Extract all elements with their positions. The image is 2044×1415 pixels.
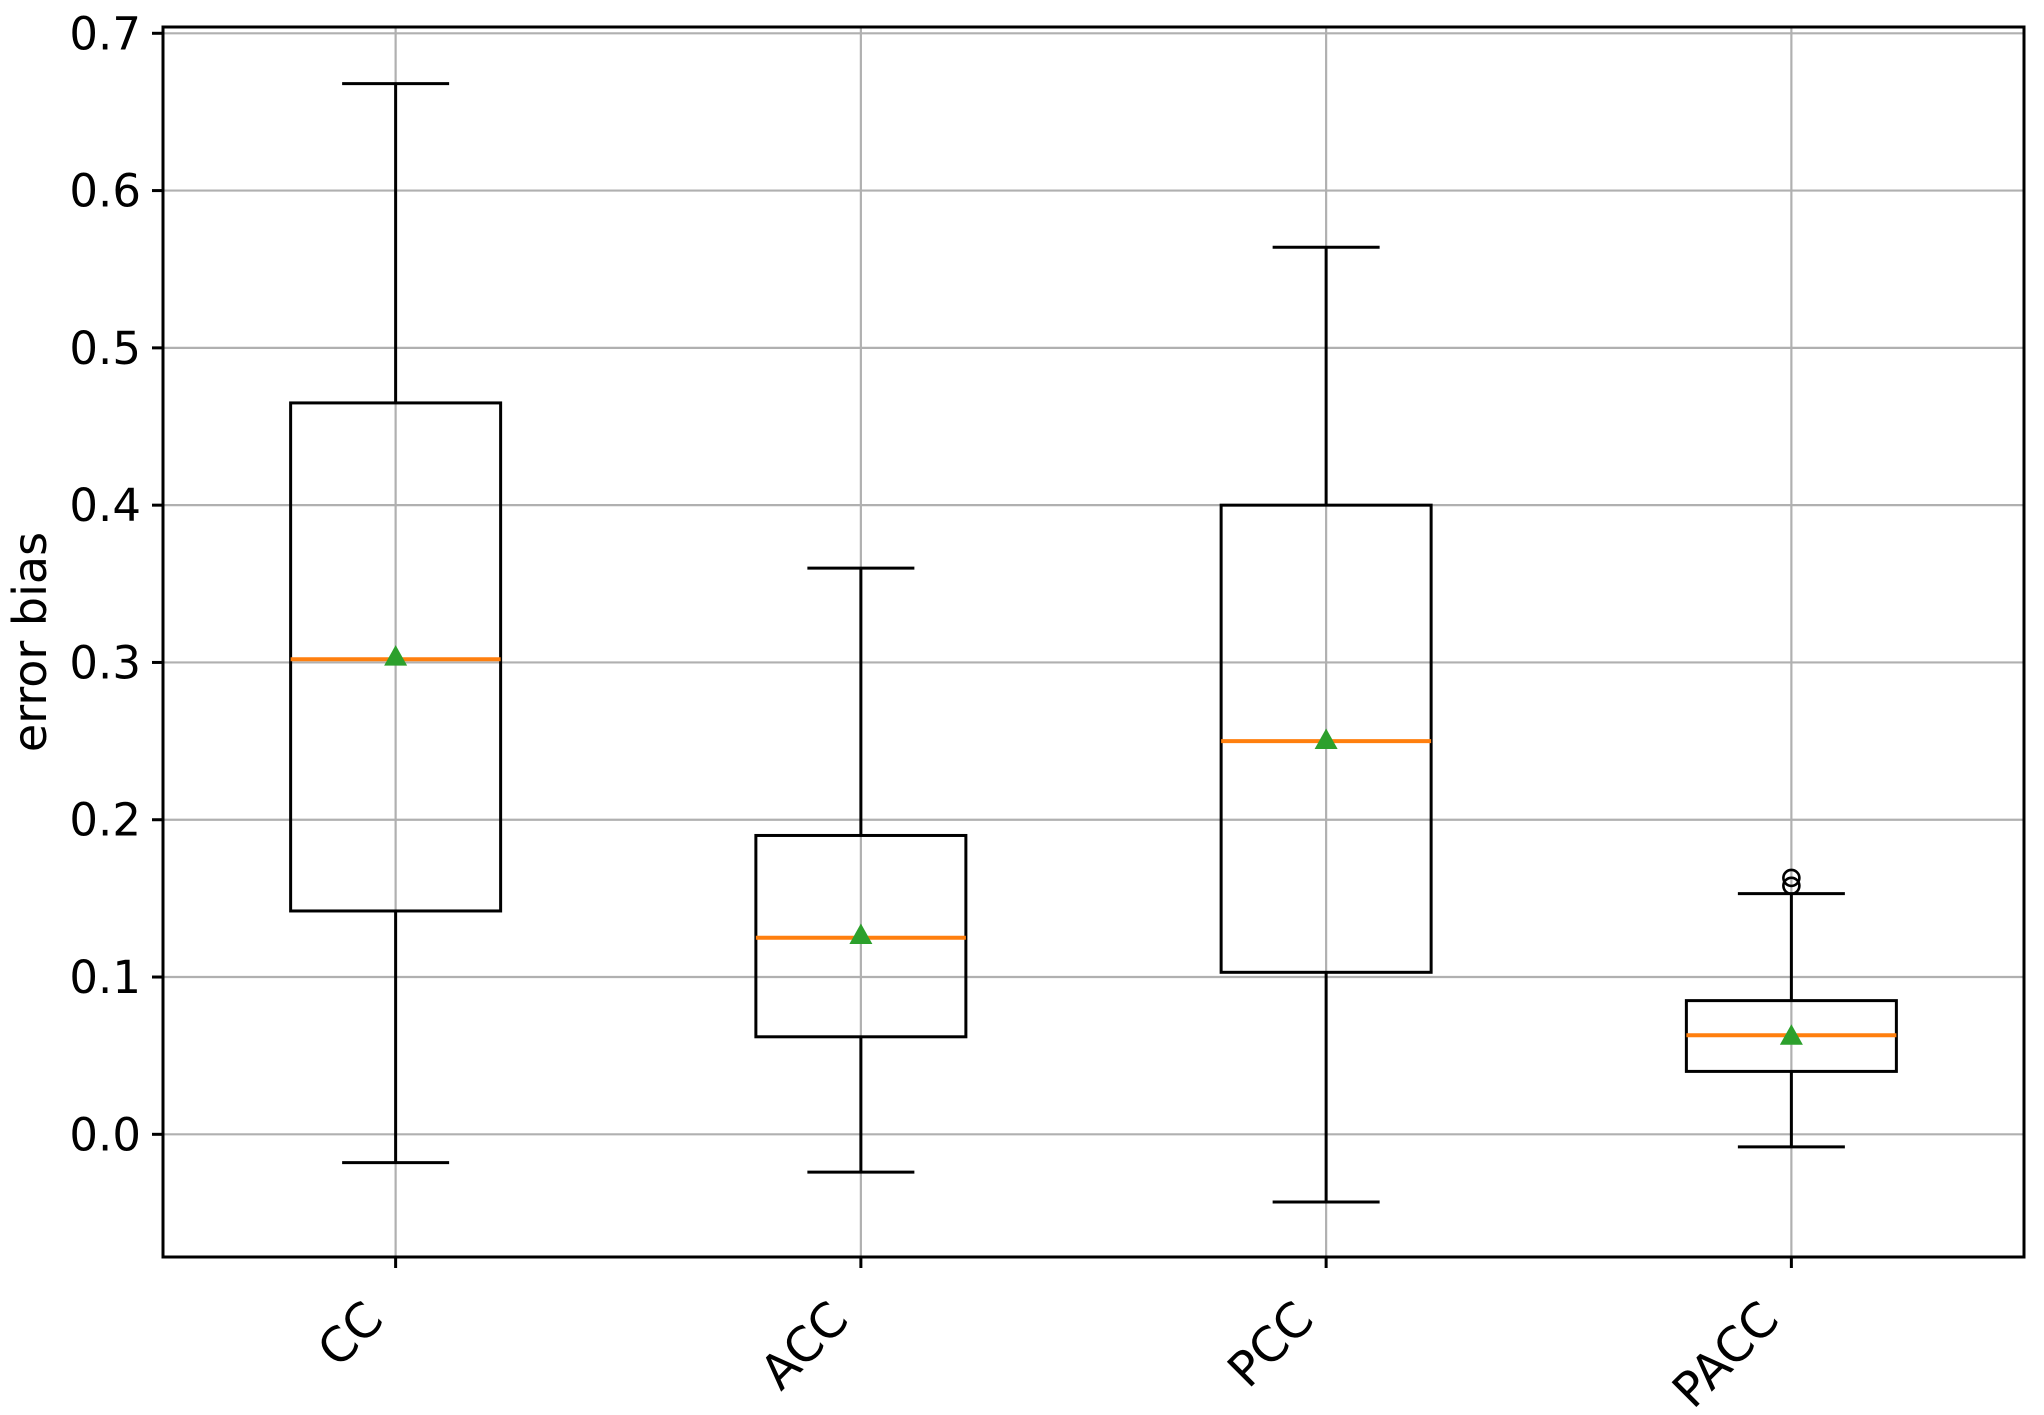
iqr-box: [289, 401, 503, 913]
iqr-box: [1219, 503, 1433, 974]
axes-frame: [161, 25, 2026, 1259]
y-tick-label: 0.7: [69, 7, 141, 60]
x-tick-label: PACC: [1662, 1291, 1790, 1411]
outlier-point: [1782, 868, 1801, 888]
outlier-point: [1782, 876, 1801, 896]
box-PCC: [1219, 245, 1433, 1204]
y-tick-label: 0.6: [69, 165, 141, 218]
box-PACC: [1684, 868, 1898, 1149]
box-CC: [289, 82, 503, 1165]
mean-marker: [1314, 728, 1338, 750]
y-tick-label: 0.3: [69, 636, 141, 689]
y-axis: 0.0 0.1 0.2 0.3 0.4 0.5 0.6 0.7: [69, 7, 163, 1161]
y-tick-label: 0.5: [69, 322, 141, 375]
y-tick-label: 0.4: [69, 479, 141, 532]
mean-marker: [1779, 1024, 1803, 1045]
y-tick-label: 0.1: [69, 951, 141, 1004]
y-axis-label: error bias: [3, 531, 57, 753]
x-tick-label: ACC: [750, 1291, 860, 1401]
x-axis: CC ACC PCC PACC: [307, 1257, 1793, 1415]
mean-marker: [849, 923, 873, 945]
box-ACC: [754, 566, 968, 1174]
y-tick-label: 0.2: [69, 794, 141, 847]
mean-marker: [384, 645, 408, 666]
y-tick-label: 0.0: [69, 1108, 141, 1161]
x-tick-label: PCC: [1217, 1291, 1324, 1398]
x-tick-label: CC: [307, 1291, 394, 1378]
